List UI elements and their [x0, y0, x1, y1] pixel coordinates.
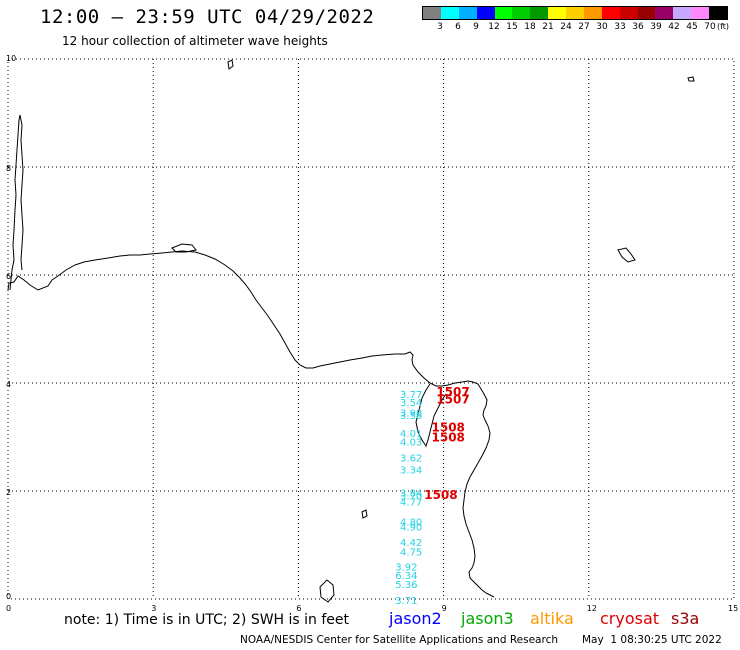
swh-value: 3.92: [395, 562, 417, 573]
swh-value: 3.77: [400, 390, 422, 401]
color-scale-label: 45: [686, 22, 698, 32]
x-axis-label: 3: [151, 604, 156, 613]
wave-height-color-scale: [422, 6, 728, 20]
swh-value: 4.75: [400, 547, 422, 558]
map-title: 12:00 – 23:59 UTC 04/29/2022: [40, 6, 375, 28]
color-swatch: [458, 7, 477, 19]
color-swatch: [619, 7, 638, 19]
color-swatch: [655, 7, 674, 19]
color-swatch: [566, 7, 584, 19]
color-scale-label: 18: [524, 22, 536, 32]
satellite-legend-s3a: s3a: [671, 609, 700, 628]
x-axis-label: 15: [728, 604, 738, 613]
altimeter-swh-values: 3.773.543.983.58 4.014.03 3.62 3.34 3.843.70…: [395, 390, 422, 607]
color-scale-label: 39: [650, 22, 662, 32]
color-swatch: [494, 7, 513, 19]
y-axis-label: 10: [6, 54, 16, 63]
generation-timestamp: May 1 08:30:25 UTC 2022: [582, 634, 722, 646]
color-swatch: [673, 7, 692, 19]
credit-line: NOAA/NESDIS Center for Satellite Applica…: [240, 634, 558, 646]
color-scale-labels: 3 6 9 12 15 18 21 24 27 30 33 36 39 42 45 70: [422, 22, 728, 34]
color-scale-label: 3: [437, 22, 443, 32]
color-swatch: [530, 7, 549, 19]
x-axis-label: 9: [442, 604, 447, 613]
color-scale-label: 70: [704, 22, 716, 32]
swh-value: 3.62: [400, 453, 422, 464]
color-swatch: [512, 7, 531, 19]
swh-value: 3.58: [400, 411, 422, 422]
color-swatch: [476, 7, 495, 19]
map-grid: [7, 58, 735, 600]
satellite-legend-jason3: jason3: [461, 609, 514, 628]
color-swatch: [440, 7, 459, 19]
color-scale-label: 42: [668, 22, 680, 32]
swh-value: 4.03: [400, 438, 422, 449]
x-axis-label: 0: [6, 604, 11, 613]
y-axis-label: 2: [6, 488, 11, 497]
y-axis-label: 8: [6, 164, 11, 173]
satellite-legend-jason2: jason2: [389, 609, 442, 628]
color-scale-label: 33: [614, 22, 626, 32]
color-scale-label: 36: [632, 22, 644, 32]
track-label: 1508: [432, 430, 465, 444]
island-north: [227, 59, 234, 70]
footer-note: note: 1) Time is in UTC; 2) SWH is in fe…: [64, 612, 350, 628]
color-scale-label: 6: [455, 22, 461, 32]
color-scale-label: 30: [596, 22, 608, 32]
x-axis-labels: 0 3 6 9 12 15: [6, 604, 738, 613]
island-bottom: [319, 579, 335, 603]
swh-value: 3.54: [400, 398, 422, 409]
mainland-coast: [7, 250, 495, 598]
swh-value: 4.77: [400, 498, 422, 509]
swh-value: 3.98: [400, 408, 422, 419]
swh-value: 3.34: [400, 466, 422, 477]
color-scale-label: 27: [578, 22, 590, 32]
north-coast: [9, 114, 24, 291]
track-label: 1507: [436, 393, 469, 407]
color-swatch: [548, 7, 566, 19]
satellite-legend-cryosat: cryosat: [600, 609, 660, 628]
map-frame: [7, 58, 735, 600]
color-scale-label: 9: [473, 22, 479, 32]
y-axis-label: 4: [6, 380, 11, 389]
color-swatch: [691, 7, 709, 19]
color-swatch: [637, 7, 656, 19]
swh-value: 4.01: [400, 429, 422, 440]
swh-value: 4.80: [400, 518, 422, 529]
island-east: [617, 247, 636, 263]
swh-value: 5.36: [395, 580, 417, 591]
estuary-coast: [415, 383, 447, 448]
color-swatch: [709, 7, 727, 19]
swh-value: 6.34: [395, 571, 417, 582]
swh-value: 4.42: [400, 538, 422, 549]
y-axis-label: 6: [6, 272, 11, 281]
x-axis-label: 12: [587, 604, 597, 613]
swh-value: 3.84: [400, 488, 422, 499]
color-scale-label: 12: [488, 22, 500, 32]
swh-value: 3.70: [400, 492, 422, 503]
island-east-small: [687, 76, 695, 82]
color-swatch: [423, 7, 441, 19]
x-axis-label: 6: [296, 604, 301, 613]
island-gulf: [171, 243, 197, 253]
track-label: 1507: [436, 385, 469, 399]
swh-value: 3.71: [395, 596, 417, 607]
map-subtitle: 12 hour collection of altimeter wave hei…: [62, 34, 328, 48]
color-scale-unit: (ft): [717, 22, 730, 31]
color-swatch: [583, 7, 602, 19]
color-scale-label: 15: [506, 22, 518, 32]
y-axis-labels: 10 8 6 4 2 0: [6, 54, 16, 601]
color-scale-label: 24: [560, 22, 572, 32]
track-label: 1508: [424, 488, 457, 502]
color-swatch: [601, 7, 620, 19]
satellite-legend-altika: altika: [530, 609, 574, 628]
swh-value: 4.90: [400, 522, 422, 533]
color-scale-label: 21: [542, 22, 554, 32]
y-axis-label: 0: [6, 592, 11, 601]
island-mid: [361, 509, 368, 519]
track-label: 1508: [432, 421, 465, 435]
coastline: [7, 59, 695, 603]
